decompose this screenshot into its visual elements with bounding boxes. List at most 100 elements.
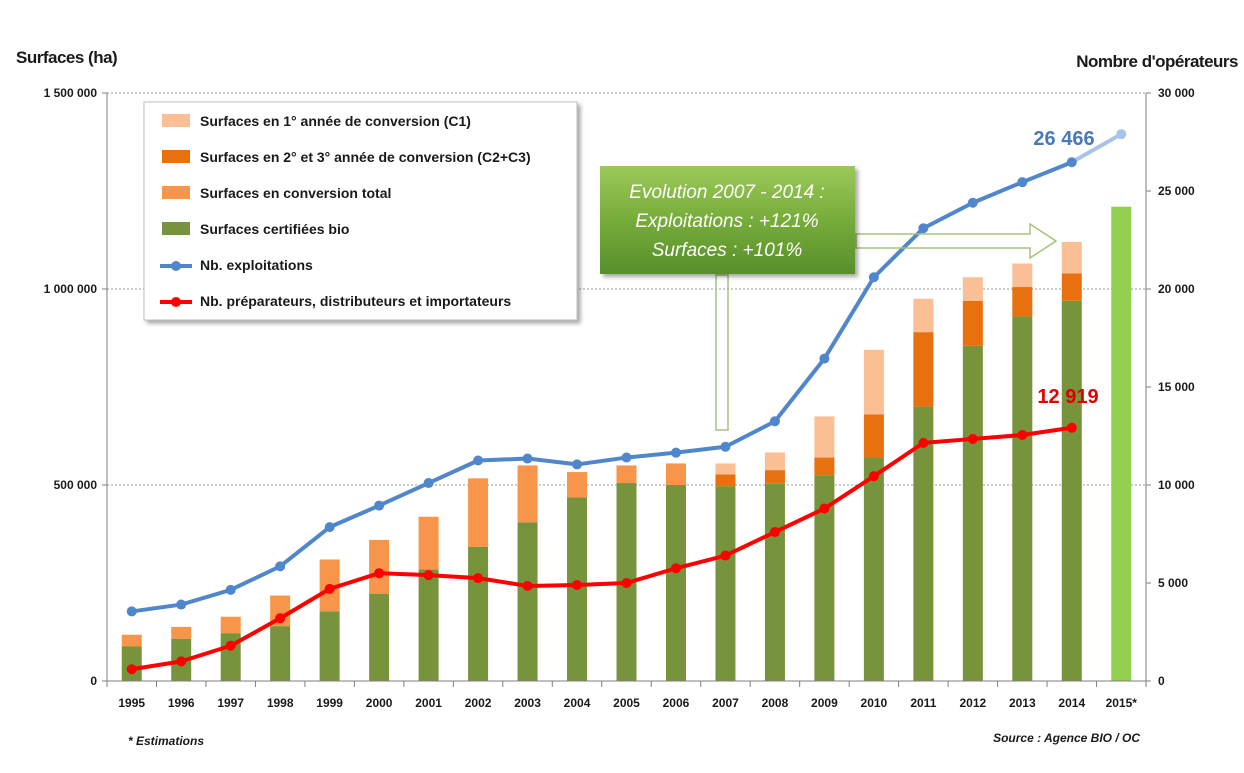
point-2005-s4 [621,452,632,463]
right-tick-label: 15 000 [1158,380,1195,394]
footnote: * Estimations [128,734,204,748]
x-tick-label: 2004 [564,696,591,710]
x-tick-label: 1998 [267,696,294,710]
legend: Surfaces en 1° année de conversion (C1) … [143,101,578,321]
bar-2005-s2 [616,465,637,484]
left-tick-label: 0 [90,674,97,688]
x-tick-label: 2012 [959,696,986,710]
point-2003-s5 [522,580,533,591]
callout-arrow-right [855,222,1058,260]
source-note: Source : Agence BIO / OC [993,731,1140,745]
callout: Evolution 2007 - 2014 : Exploitations : … [600,166,1058,431]
point-2015*-s4 [1116,129,1127,140]
x-tick-label: 2009 [811,696,838,710]
legend-label-preparateurs: Nb. préparateurs, distributeurs et impor… [200,293,511,309]
x-tick-label: 2000 [366,696,393,710]
bar-2003-s3 [517,522,538,681]
bar-2012-s0 [962,277,983,301]
right-axis-title: Nombre d'opérateurs [1076,52,1238,71]
bar-2001-s3 [418,569,439,681]
bar-2009-s3 [814,475,835,681]
bar-2008-s3 [764,483,785,681]
x-tick-label: 1999 [316,696,343,710]
point-1999-s5 [324,583,335,594]
tick-labels: 1995 1996 1997 1998 1999 2000 2001 2002 2003 2004… [44,86,1195,710]
callout-box [600,166,855,274]
left-axis-title: Surfaces (ha) [16,48,117,67]
point-2001-s5 [423,570,434,581]
left-tick-label: 1 500 000 [44,86,98,100]
x-tick-label: 2010 [861,696,888,710]
point-2014-s5 [1066,422,1077,433]
bar-1995-s2 [121,634,142,647]
x-tick-label: 1996 [168,696,195,710]
bar-1998-s2 [270,595,291,627]
bar-2011-s1 [913,332,934,407]
bar-1997-s2 [220,616,241,634]
legend-swatch-c1 [162,114,190,127]
right-tick-label: 10 000 [1158,478,1195,492]
bar-2006-s3 [665,485,686,681]
bar-2014-s1 [1061,273,1082,301]
bar-2013-s0 [1012,263,1033,288]
point-1999-s4 [324,522,335,533]
bar-2007-s1 [715,474,736,487]
point-2002-s5 [473,573,484,584]
point-1997-s5 [225,640,236,651]
bar-2010-s0 [863,349,884,415]
point-1995-s5 [126,664,137,675]
bar-2007-s0 [715,463,736,475]
point-2011-s5 [918,437,929,448]
callout-line-2: Exploitations : +121% [635,211,818,232]
point-2010-s5 [868,471,879,482]
point-2000-s5 [374,568,385,579]
point-1997-s4 [225,584,236,595]
lines [126,129,1127,675]
right-tick-label: 0 [1158,674,1165,688]
legend-marker-preparateurs [171,297,181,307]
point-2013-s5 [1017,430,1028,441]
bar-2010-s1 [863,414,884,458]
bar-2000-s2 [369,539,390,594]
bar-2002-s3 [468,546,489,681]
bar-2002-s2 [468,478,489,547]
left-tick-label: 1 000 000 [44,282,98,296]
point-2007-s5 [720,550,731,561]
bar-2006-s2 [665,463,686,485]
axes [102,92,1151,687]
point-2013-s4 [1017,177,1028,188]
point-2001-s4 [423,478,434,489]
bar-2008-s0 [764,452,785,471]
bar-2014-s0 [1061,241,1082,274]
legend-label-certified: Surfaces certifiées bio [200,221,349,237]
bar-1996-s2 [171,626,192,639]
point-1998-s4 [275,561,286,572]
bar-2012-s3 [962,345,983,681]
point-2008-s4 [769,416,780,427]
bar-2013-s1 [1012,287,1033,317]
legend-label-exploitations: Nb. exploitations [200,257,313,273]
value-label-exploitations-2014: 26 466 [1033,128,1094,150]
bar-2011-s0 [913,298,934,333]
x-tick-label: 2011 [910,696,936,710]
point-1995-s4 [126,606,137,617]
x-tick-label: 1997 [217,696,244,710]
bar-2009-s1 [814,457,835,476]
callout-line-1: Evolution 2007 - 2014 : [629,182,824,203]
point-2014-s4 [1066,157,1077,168]
point-1998-s5 [275,613,286,624]
bar-2001-s2 [418,516,439,570]
point-2007-s4 [720,441,731,452]
right-tick-label: 25 000 [1158,184,1195,198]
bar-2015*-s3 [1111,206,1132,681]
point-1996-s4 [176,599,187,610]
x-tick-label: 2008 [762,696,789,710]
bar-2014-s3 [1061,300,1082,681]
bar-2013-s3 [1012,316,1033,681]
x-tick-label: 2002 [465,696,492,710]
x-tick-label: 2014 [1058,696,1085,710]
legend-swatch-conversion-total [162,186,190,199]
x-tick-label: 2001 [415,696,442,710]
x-tick-label: 2007 [712,696,739,710]
